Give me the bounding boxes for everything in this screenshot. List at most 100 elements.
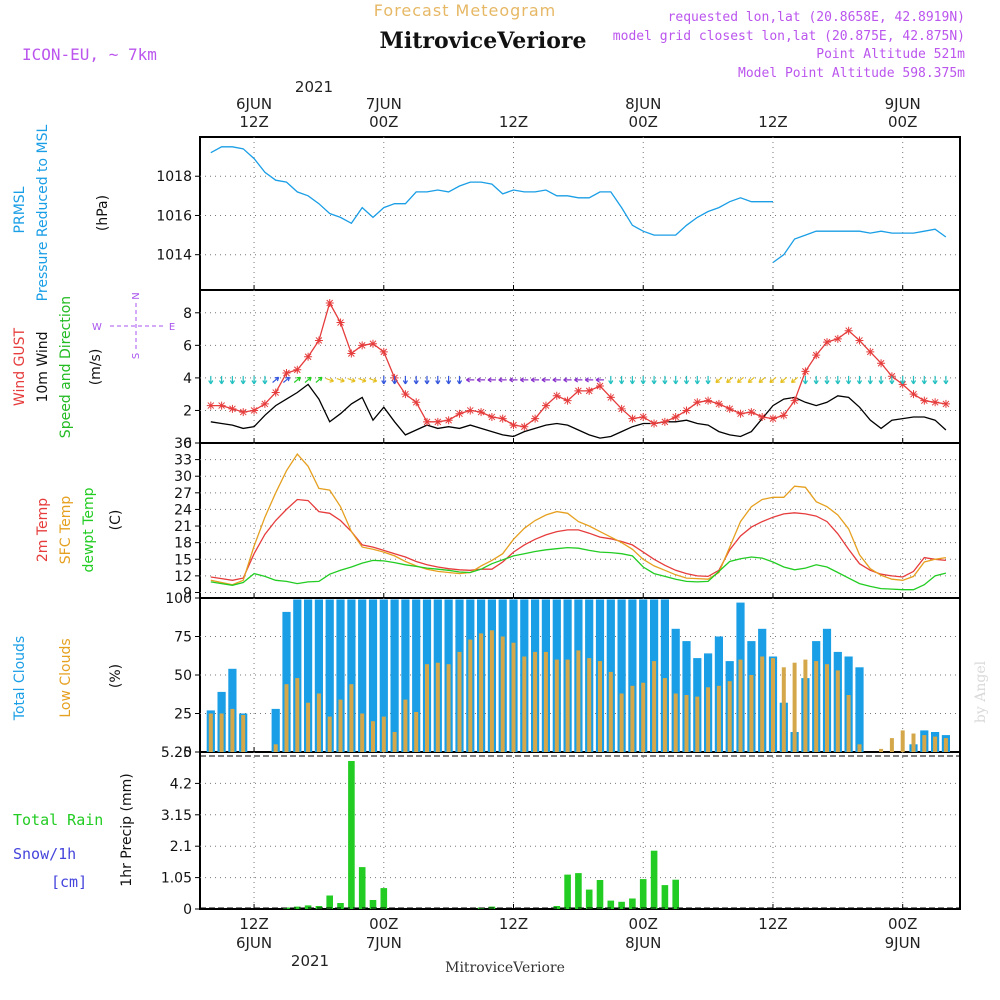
wind-gust-marker bbox=[931, 398, 940, 407]
temp-sfc-label: SFC Temp bbox=[58, 496, 74, 565]
wind-direction-arrow bbox=[694, 375, 700, 385]
wind-direction-arrow bbox=[769, 376, 777, 384]
wind-direction-arrow bbox=[552, 377, 561, 383]
temp-ylabel: 2m Temp SFC Temp dewpt Temp (C) bbox=[35, 487, 124, 572]
pressure-ylabel: PRMSL Pressure Reduced to MSL (hPa) bbox=[12, 124, 111, 301]
low-cloud-bar bbox=[619, 693, 624, 752]
total-cloud-bar bbox=[304, 599, 313, 752]
precip-ytick-label: 5.25 bbox=[161, 745, 192, 761]
total-cloud-bar bbox=[347, 599, 356, 752]
pressure-unit: (hPa) bbox=[95, 195, 111, 231]
temp-2m-label: 2m Temp bbox=[35, 498, 51, 562]
low-cloud-bar bbox=[489, 630, 494, 752]
temperature-ytick-label: 30 bbox=[174, 469, 192, 485]
pressure-ylabel-long: Pressure Reduced to MSL bbox=[35, 124, 51, 301]
wind-gust-marker bbox=[293, 365, 302, 374]
pressure-series bbox=[210, 146, 947, 264]
low-cloud-bar bbox=[727, 681, 732, 752]
top-year-label: 2021 bbox=[295, 78, 333, 96]
wind-gust-marker bbox=[704, 396, 713, 405]
low-clouds-label: Low Clouds bbox=[58, 638, 74, 717]
low-cloud-bar bbox=[598, 661, 602, 752]
temperature-ytick-label: 18 bbox=[174, 536, 192, 552]
wind-gust-marker bbox=[250, 406, 259, 415]
wind-direction-arrow bbox=[283, 376, 291, 383]
wind-gust-marker bbox=[347, 349, 356, 358]
rain-bar bbox=[369, 900, 377, 909]
low-cloud-bar bbox=[716, 685, 721, 752]
wind-gust-label: Wind GUST bbox=[12, 327, 28, 406]
super-title: Forecast Meteogram bbox=[374, 1, 556, 20]
temp-unit: (C) bbox=[108, 510, 124, 531]
wind-direction-arrow bbox=[391, 375, 398, 385]
closest-coords: model grid closest lon,lat (20.875E, 42.… bbox=[613, 29, 965, 44]
clouds-ylabel: Total Clouds Low Clouds (%) bbox=[12, 636, 124, 721]
wind-gust-marker bbox=[314, 336, 323, 345]
wind-direction-arrow bbox=[509, 377, 518, 383]
total-cloud-bar bbox=[639, 599, 648, 752]
wind-direction-arrow bbox=[802, 375, 809, 385]
wind-direction-arrow bbox=[878, 375, 884, 385]
wind-gust-marker bbox=[639, 412, 648, 421]
total-cloud-bar bbox=[314, 599, 323, 752]
wind-gust-marker bbox=[325, 299, 334, 308]
wind-gust-marker bbox=[304, 352, 313, 361]
wind-direction-arrow bbox=[402, 375, 409, 385]
low-cloud-bar bbox=[803, 659, 808, 752]
wind-direction-arrow bbox=[629, 375, 636, 385]
wind-series bbox=[206, 299, 950, 439]
low-cloud-bar bbox=[846, 695, 851, 752]
rain-bar bbox=[672, 879, 679, 909]
clouds-series bbox=[206, 599, 950, 752]
low-cloud-bar bbox=[349, 684, 354, 752]
wind-gust-marker bbox=[541, 401, 550, 410]
bottom-time-label: 00Z bbox=[369, 915, 398, 933]
total-cloud-bar bbox=[617, 599, 626, 752]
wind-gust-marker bbox=[260, 399, 269, 408]
low-cloud-bar bbox=[403, 699, 408, 752]
location-title: MitroviceVeriore bbox=[380, 28, 587, 54]
total-rain-label: Total Rain bbox=[13, 811, 103, 829]
wind-direction-arrow bbox=[347, 377, 356, 383]
wind-gust-marker bbox=[585, 386, 594, 395]
temperature-ytick-label: 27 bbox=[174, 486, 192, 502]
wind-direction-arrow bbox=[845, 375, 852, 385]
wind-direction-arrow bbox=[381, 375, 387, 385]
wind-gust-marker bbox=[239, 408, 248, 417]
low-cloud-bar bbox=[273, 744, 278, 752]
top-time-label: 00Z bbox=[369, 113, 398, 131]
rain-bar bbox=[618, 901, 625, 909]
total-cloud-bar bbox=[671, 628, 680, 752]
precip-ytick-label: 1.05 bbox=[161, 871, 192, 887]
wind-direction-arrow bbox=[715, 376, 723, 384]
temp-series bbox=[210, 453, 947, 591]
rain-bar bbox=[304, 905, 312, 909]
total-clouds-label: Total Clouds bbox=[12, 636, 28, 721]
low-cloud-bar bbox=[922, 735, 927, 752]
wind-gust-marker bbox=[368, 339, 377, 348]
temperature-frame bbox=[199, 442, 961, 599]
low-cloud-bar bbox=[652, 661, 657, 752]
low-cloud-bar bbox=[425, 664, 429, 752]
total-cloud-bar bbox=[336, 599, 345, 752]
wind-direction-arrow bbox=[835, 375, 841, 385]
low-cloud-bar bbox=[468, 639, 473, 752]
bottom-time-label: 00Z bbox=[629, 915, 658, 933]
wind-direction-arrow bbox=[943, 375, 949, 385]
wind-gust-marker bbox=[520, 422, 529, 431]
wind-gust-marker bbox=[574, 386, 583, 395]
low-cloud-bar bbox=[889, 738, 894, 752]
compass-e: E bbox=[169, 322, 175, 333]
total-cloud-bar bbox=[358, 599, 367, 752]
pressure-line bbox=[210, 146, 773, 236]
low-cloud-bar bbox=[576, 650, 581, 752]
wind-ytick-label: 0 bbox=[183, 436, 192, 452]
top-time-label: 00Z bbox=[629, 113, 658, 131]
low-cloud-bar bbox=[814, 661, 819, 752]
compass-w: W bbox=[92, 322, 102, 333]
low-cloud-bar bbox=[608, 671, 613, 752]
wind-gust-marker bbox=[844, 326, 853, 335]
low-cloud-bar bbox=[943, 738, 948, 752]
low-cloud-bar bbox=[684, 695, 689, 752]
wind-direction-arrow bbox=[736, 376, 744, 384]
